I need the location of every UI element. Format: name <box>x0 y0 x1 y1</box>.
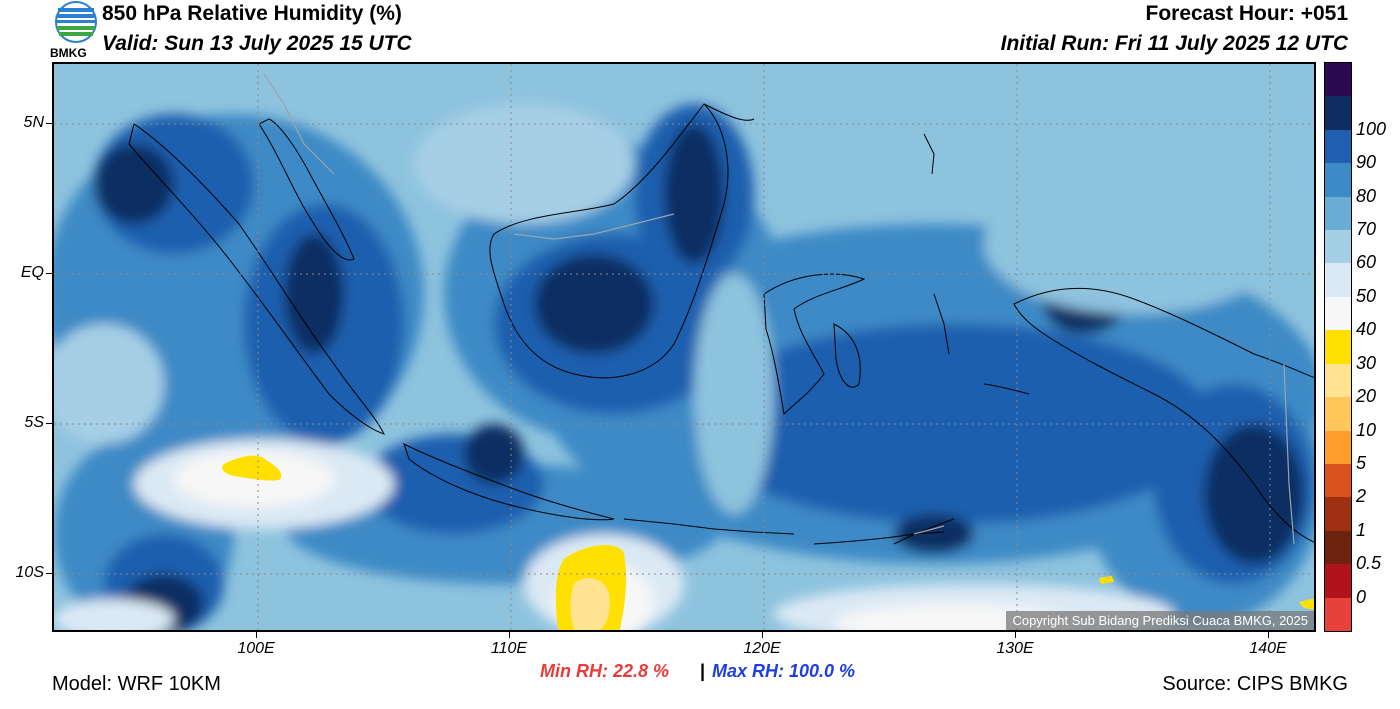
lon-label-120e: 120E <box>743 640 781 657</box>
lon-tick <box>1268 632 1269 638</box>
colorbar-segment <box>1325 330 1351 365</box>
colorbar-label: 2 <box>1356 486 1367 507</box>
colorbar-segment <box>1325 230 1351 264</box>
lat-tick <box>46 273 52 274</box>
colorbar-label: 100 <box>1356 118 1387 139</box>
lat-tick <box>46 123 52 124</box>
colorbar-segment <box>1325 597 1351 632</box>
valid-time: Valid: Sun 13 July 2025 15 UTC <box>102 32 412 55</box>
colorbar-segment <box>1325 530 1351 565</box>
lon-tick <box>256 632 257 638</box>
source-label: Source: CIPS BMKG <box>1162 673 1348 695</box>
lat-label-5s: 5S <box>24 414 44 431</box>
copyright-notice: Copyright Sub Bidang Prediksi Cuaca BMKG… <box>1006 611 1314 630</box>
lon-label-100e: 100E <box>237 640 275 657</box>
min-rh: Min RH: 22.8 % <box>540 661 670 681</box>
lon-tick <box>509 632 510 638</box>
lon-tick <box>762 632 763 638</box>
humidity-map[interactable] <box>52 62 1316 632</box>
colorbar-label: 0.5 <box>1356 553 1382 574</box>
stats-separator: | <box>700 661 706 681</box>
colorbar-segment <box>1325 263 1351 298</box>
colorbar-segment <box>1325 497 1351 532</box>
lat-label-eq: EQ <box>20 264 44 281</box>
model-label: Model: WRF 10KM <box>52 673 221 695</box>
colorbar-label: 50 <box>1356 285 1377 306</box>
lat-label-10s: 10S <box>15 564 44 581</box>
colorbar-label: 20 <box>1356 386 1377 407</box>
lon-label-130e: 130E <box>996 640 1034 657</box>
colorbar-segment <box>1325 363 1351 398</box>
colorbar-label: 40 <box>1356 319 1377 340</box>
lon-tick <box>1015 632 1016 638</box>
colorbar-label: 0 <box>1356 586 1367 607</box>
forecast-hour: Forecast Hour: +051 <box>1145 2 1349 25</box>
colorbar-segment <box>1325 96 1351 131</box>
colorbar-label: 90 <box>1356 152 1377 173</box>
logo-text: BMKG <box>50 46 87 60</box>
colorbar-segment <box>1325 430 1351 465</box>
colorbar-segment <box>1325 296 1351 331</box>
colorbar-label: 30 <box>1356 352 1377 373</box>
colorbar-segment <box>1325 564 1351 599</box>
lon-label-110e: 110E <box>490 640 528 657</box>
colorbar-label: 5 <box>1356 452 1367 473</box>
colorbar-segment <box>1325 129 1351 164</box>
map-title: 850 hPa Relative Humidity (%) <box>102 2 402 25</box>
colorbar-label: 70 <box>1356 219 1377 240</box>
colorbar-segment <box>1325 196 1351 231</box>
colorbar-segment <box>1325 397 1351 432</box>
colorbar-label: 10 <box>1356 419 1377 440</box>
humidity-field <box>54 64 1314 630</box>
colorbar-label: 80 <box>1356 185 1377 206</box>
lat-tick <box>46 423 52 424</box>
colorbar-label: 1 <box>1356 519 1367 540</box>
colorbar-segment <box>1325 63 1351 97</box>
bmkg-logo-icon <box>52 0 100 60</box>
lat-label-5n: 5N <box>23 114 44 131</box>
colorbar-segment <box>1325 163 1351 198</box>
lon-label-140e: 140E <box>1249 640 1287 657</box>
colorbar-label: 60 <box>1356 252 1377 273</box>
lat-tick <box>46 573 52 574</box>
max-rh: Max RH: 100.0 % <box>712 661 856 681</box>
colorbar-segment <box>1325 463 1351 498</box>
initial-run: Initial Run: Fri 11 July 2025 12 UTC <box>1000 32 1348 55</box>
colorbar <box>1324 62 1352 632</box>
